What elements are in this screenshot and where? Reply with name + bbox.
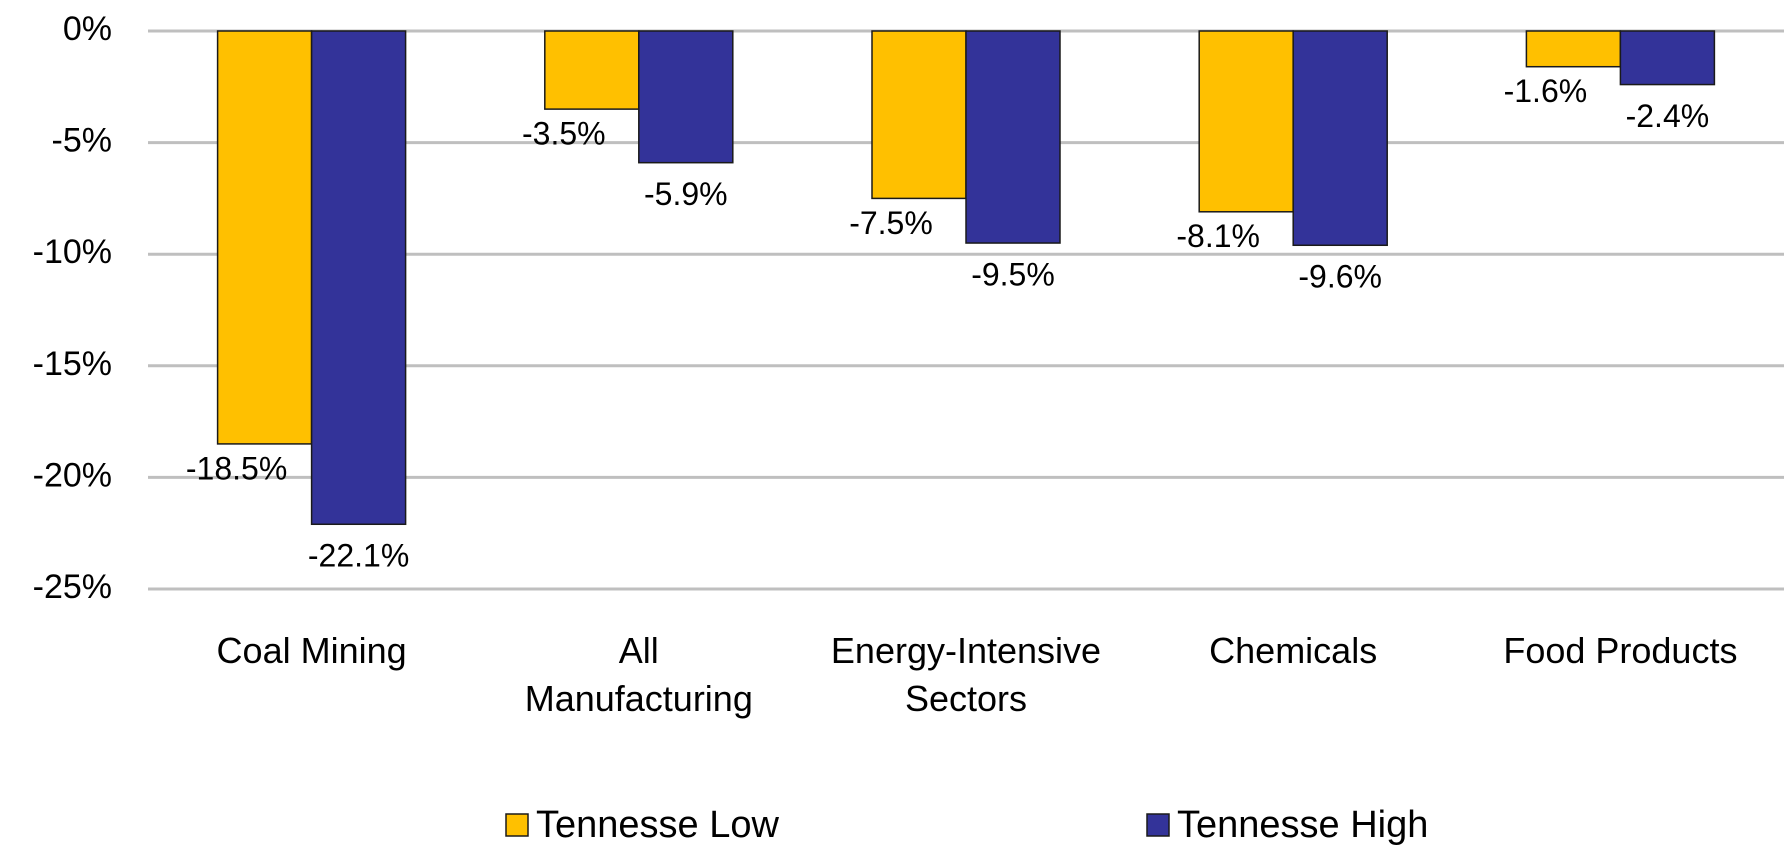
x-tick-label: Chemicals <box>1209 630 1378 671</box>
data-label: -5.9% <box>644 176 728 212</box>
data-label: -18.5% <box>186 450 287 486</box>
data-label: -8.1% <box>1176 218 1260 254</box>
bar <box>638 30 734 164</box>
y-tick-label: -15% <box>33 345 112 383</box>
bar <box>1525 30 1622 68</box>
bar <box>310 30 407 526</box>
bar <box>544 30 640 110</box>
legend-swatch <box>505 813 529 837</box>
data-label: -3.5% <box>522 116 606 152</box>
y-tick-label: -10% <box>33 233 112 271</box>
data-label: -7.5% <box>849 205 933 241</box>
bar <box>1619 30 1716 86</box>
y-tick-label: 0% <box>63 10 112 48</box>
y-tick-label: -5% <box>52 122 112 160</box>
bar <box>871 30 967 200</box>
x-tick-label: All Manufacturing <box>524 630 753 719</box>
legend-swatch <box>1146 813 1170 837</box>
bar <box>1198 30 1294 213</box>
x-tick-label: Food Products <box>1503 630 1738 671</box>
data-label: -2.4% <box>1626 98 1710 134</box>
x-tick-label: Energy-Intensive Sectors <box>830 630 1102 719</box>
y-tick-label: -25% <box>33 568 112 606</box>
legend-label: Tennesse High <box>1177 804 1428 846</box>
bar <box>965 30 1061 244</box>
bar <box>1292 30 1388 247</box>
data-label: -22.1% <box>308 538 409 574</box>
y-tick-label: -20% <box>33 456 112 494</box>
data-label: -9.5% <box>971 256 1055 292</box>
legend-label: Tennesse Low <box>536 804 779 846</box>
x-tick-label: Coal Mining <box>216 630 407 671</box>
data-label: -1.6% <box>1504 73 1588 109</box>
data-label: -9.6% <box>1298 259 1382 295</box>
bar <box>216 30 313 445</box>
